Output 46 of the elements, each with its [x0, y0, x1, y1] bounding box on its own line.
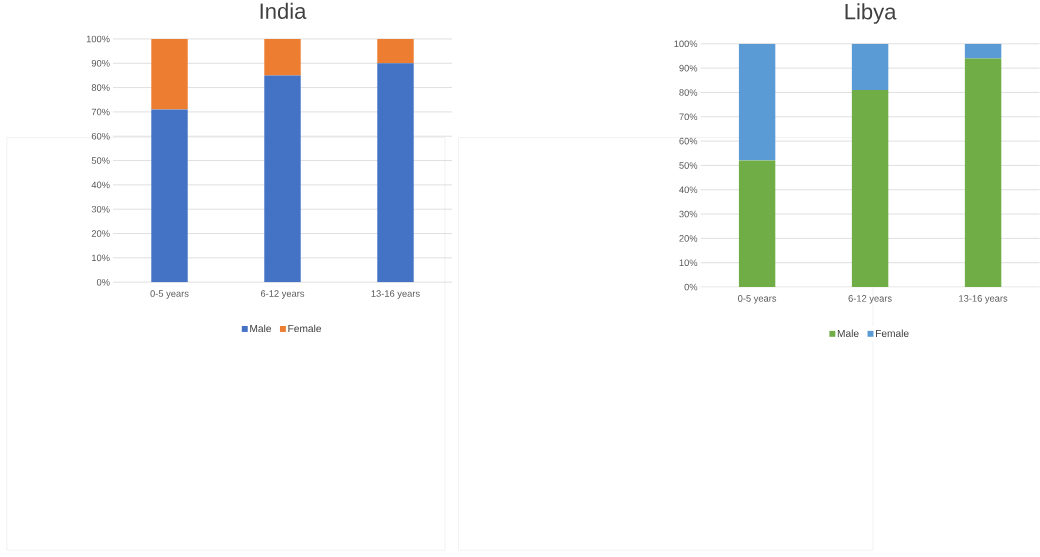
- y-tick-label: 60%: [91, 132, 110, 140]
- y-tick-label: 60%: [679, 137, 698, 145]
- bar: [738, 43, 776, 161]
- y-tick-label: 40%: [679, 186, 698, 194]
- y-tick-label: 90%: [679, 64, 698, 72]
- legend-label: Male: [250, 324, 272, 333]
- y-tick-label: 30%: [679, 210, 698, 218]
- chart-title: India: [260, 2, 307, 19]
- y-tick-label: 70%: [91, 108, 110, 116]
- legend-label: Female: [876, 329, 909, 337]
- bar: [377, 63, 414, 283]
- y-tick-label: 0%: [96, 278, 110, 286]
- bar: [851, 90, 889, 288]
- y-tick-label: 50%: [91, 157, 110, 164]
- y-tick-label: 100%: [86, 35, 110, 43]
- bar: [738, 160, 776, 288]
- bar: [851, 43, 889, 91]
- legend-label: Male: [837, 329, 859, 337]
- y-tick-label: 90%: [91, 59, 110, 67]
- y-tick-label: 100%: [674, 40, 698, 48]
- y-tick-label: 30%: [91, 205, 110, 213]
- y-tick-label: 10%: [679, 259, 698, 267]
- y-tick-label: 70%: [679, 113, 698, 121]
- y-tick-label: 20%: [91, 230, 110, 237]
- bar: [151, 38, 188, 110]
- y-tick-label: 80%: [679, 89, 698, 96]
- y-tick-label: 0%: [684, 283, 698, 291]
- bar: [377, 38, 414, 64]
- legend-label: Female: [288, 324, 322, 333]
- x-tick-label: 6-12 years: [260, 290, 305, 299]
- bar: [964, 43, 1002, 59]
- bar: [264, 38, 301, 76]
- x-tick-label: 6-12 years: [848, 295, 892, 304]
- y-tick-label: 10%: [92, 254, 110, 262]
- x-tick-label: 13-16 years: [371, 290, 420, 299]
- y-tick-label: 20%: [679, 235, 698, 242]
- bar: [964, 58, 1002, 288]
- y-tick-label: 40%: [91, 181, 110, 189]
- chart-title: Libya: [845, 3, 897, 24]
- x-tick-label: 0-5 years: [738, 295, 777, 304]
- y-tick-label: 50%: [679, 162, 698, 169]
- y-tick-label: 80%: [91, 84, 110, 91]
- bar: [264, 75, 301, 283]
- x-tick-label: 13-16 years: [959, 295, 1008, 304]
- x-tick-label: 0-5 years: [150, 290, 189, 299]
- bar: [151, 109, 188, 283]
